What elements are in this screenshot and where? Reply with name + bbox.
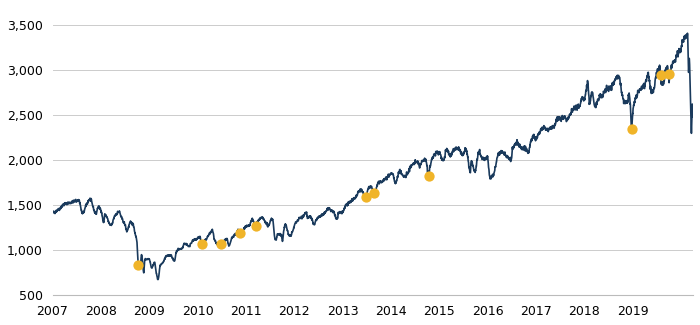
Point [197, 241, 208, 247]
Point [133, 262, 144, 267]
Point [664, 72, 675, 77]
Point [250, 223, 261, 228]
Point [234, 230, 246, 235]
Point [626, 126, 637, 131]
Point [656, 72, 667, 78]
Point [424, 174, 435, 179]
Point [215, 241, 226, 246]
Point [360, 195, 371, 200]
Point [369, 190, 380, 195]
